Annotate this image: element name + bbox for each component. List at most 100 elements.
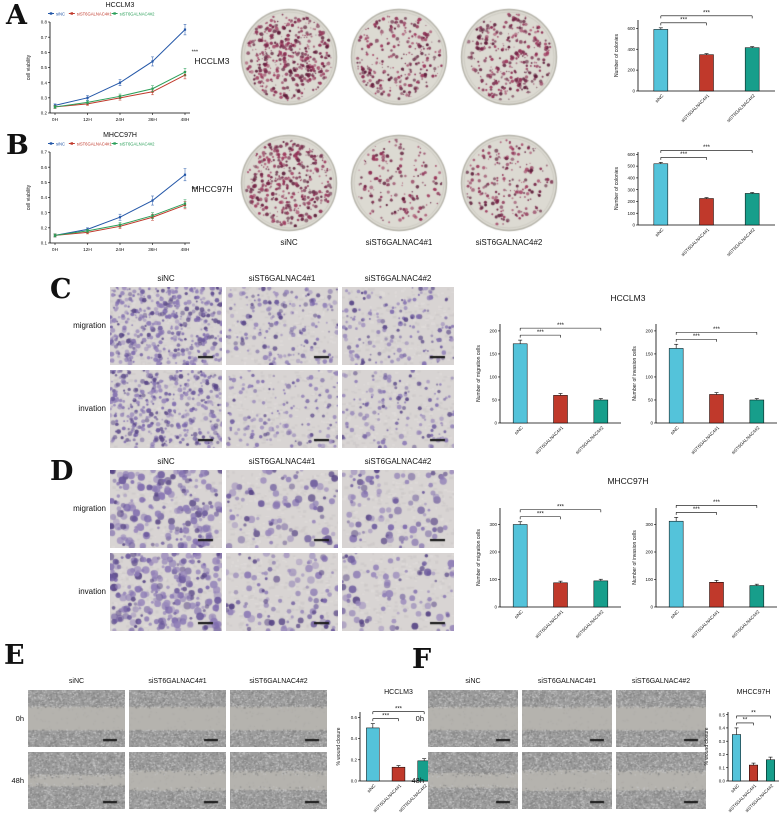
transwell-c-col-si1: siST6GALNAC4#1	[248, 274, 316, 283]
viability-line-chart-mhcc97h: MHCC97H siNC siST6GALNAC4#1 siST6GALNAC4#2 0…	[24, 130, 200, 256]
row-label-0h-e: 0h	[15, 714, 24, 723]
svg-text:Number of colonies: Number of colonies	[614, 33, 620, 77]
wound-e-col-si2: siST6GALNAC4#2	[249, 678, 308, 685]
bar	[699, 54, 714, 92]
svg-text:100: 100	[489, 375, 497, 380]
bar-chart-svg: 0 100 200 300 siNC siST6GALNAC4#1 siST6GALNAC4…	[476, 505, 621, 639]
svg-text:200: 200	[489, 329, 497, 334]
svg-text:0.4: 0.4	[351, 736, 358, 741]
svg-text:0.1: 0.1	[41, 241, 48, 246]
svg-text:300: 300	[645, 522, 653, 527]
svg-text:siST6GALNAC4#2: siST6GALNAC4#2	[574, 609, 604, 639]
svg-text:0.3: 0.3	[41, 210, 48, 215]
group-title-mhcc97h: MHCC97H	[607, 476, 649, 486]
line-chart-svg: MHCC97H siNC siST6GALNAC4#1 siST6GALNAC4#2 0…	[26, 132, 199, 253]
wound-f-col-sinc: siNC	[465, 678, 481, 685]
svg-text:siST6GALNAC4#1: siST6GALNAC4#1	[680, 93, 710, 123]
svg-text:siST6GALNAC4#1: siST6GALNAC4#1	[77, 141, 113, 146]
svg-text:50: 50	[492, 398, 498, 403]
svg-text:siNC: siNC	[513, 425, 524, 436]
svg-text:200: 200	[627, 199, 635, 204]
svg-text:0.8: 0.8	[41, 20, 48, 25]
bar	[668, 520, 684, 608]
svg-text:200: 200	[645, 550, 653, 555]
transwell-image-migration-si2-mhcc97h	[342, 470, 454, 548]
bar-chart-svg: 0 50 100 150 200 siNC siST6GALNAC4#1 siST6GALNA…	[632, 324, 777, 455]
svg-text:Number of migration cells: Number of migration cells	[476, 345, 482, 402]
wound-image-48h-sinc-hcclm3	[28, 752, 125, 809]
svg-text:200: 200	[645, 329, 653, 334]
wound-image-0h-si2-mhcc97h	[616, 690, 706, 747]
wound-image-48h-si2-hcclm3	[230, 752, 327, 809]
row-label-migration-d: migration	[73, 504, 106, 513]
bar	[512, 524, 528, 608]
svg-text:0: 0	[650, 605, 653, 610]
svg-text:***: ***	[382, 713, 390, 719]
svg-text:0H: 0H	[52, 117, 59, 123]
svg-text:Number of colonies: Number of colonies	[614, 166, 620, 210]
svg-text:0.6: 0.6	[41, 165, 48, 170]
row-label-0h-f: 0h	[415, 714, 424, 723]
svg-text:0.7: 0.7	[41, 35, 48, 40]
svg-text:0: 0	[494, 421, 497, 426]
svg-text:***: ***	[680, 18, 688, 24]
svg-text:***: ***	[713, 327, 721, 333]
transwell-image-migration-sinc-hcclm3	[110, 287, 222, 365]
svg-text:0.6: 0.6	[351, 715, 358, 720]
svg-text:Number of invasion cells: Number of invasion cells	[632, 346, 638, 401]
svg-text:***: ***	[192, 187, 199, 193]
svg-text:0.5: 0.5	[719, 712, 726, 717]
line-chart-svg: HCCLM3 siNC siST6GALNAC4#1 siST6GALNAC4#2 0.…	[26, 2, 199, 123]
svg-text:48H: 48H	[181, 117, 190, 123]
svg-text:0: 0	[650, 421, 653, 426]
wound-e-col-si1: siST6GALNAC4#1	[148, 678, 207, 685]
svg-text:siST6GALNAC4#2: siST6GALNAC4#2	[730, 609, 760, 639]
svg-text:cell viability: cell viability	[26, 54, 32, 80]
svg-text:150: 150	[645, 352, 653, 357]
svg-text:Number of migration cells: Number of migration cells	[476, 529, 482, 586]
svg-text:50: 50	[648, 398, 654, 403]
bar-chart-svg: MHCC97H0.00.10.20.30.40.5siNCsiST6GALNAC…	[704, 689, 779, 813]
svg-text:Number of invasion cells: Number of invasion cells	[632, 530, 638, 585]
svg-text:0.5: 0.5	[41, 180, 48, 185]
svg-text:12H: 12H	[83, 117, 92, 123]
colony-col-label-si1: siST6GALNAC4#1	[365, 238, 433, 247]
bar	[749, 399, 765, 424]
svg-text:48H: 48H	[181, 247, 190, 253]
bar	[553, 582, 568, 608]
bar	[744, 47, 760, 92]
wound-f-col-si1: siST6GALNAC4#1	[537, 678, 597, 685]
panel-label-b: B	[6, 130, 29, 161]
svg-text:siST6GALNAC4#2: siST6GALNAC4#2	[726, 227, 756, 257]
row-label-48h-e: 48h	[11, 776, 24, 785]
bar	[391, 766, 406, 782]
svg-text:MHCC97H: MHCC97H	[103, 132, 137, 139]
svg-text:500: 500	[627, 164, 635, 169]
svg-text:12H: 12H	[83, 247, 92, 253]
svg-text:200: 200	[627, 68, 635, 73]
svg-text:***: ***	[713, 500, 721, 506]
svg-text:siNC: siNC	[366, 783, 377, 794]
svg-text:0.0: 0.0	[719, 779, 726, 784]
wound-bar-chart-mhcc97h: MHCC97H 0.0 0.1 0.2 0.3 0.4 0.5 siNC siST6GALNAC…	[702, 686, 784, 816]
wound-image-48h-si1-hcclm3	[129, 752, 226, 809]
svg-text:150: 150	[489, 352, 497, 357]
panel-label-a: A	[6, 0, 27, 31]
group-title-hcclm3: HCCLM3	[610, 293, 646, 303]
bar	[366, 727, 380, 782]
colony-group-label-mhcc97h: MHCC97H	[191, 184, 233, 194]
bar	[593, 580, 609, 608]
colony-plate-mhcc97h-si1	[350, 134, 448, 232]
transwell-d-col-si1: siST6GALNAC4#1	[248, 457, 316, 466]
transwell-image-invasion-sinc-mhcc97h	[110, 553, 222, 631]
svg-text:0: 0	[632, 89, 635, 94]
transwell-d-col-si2: siST6GALNAC4#2	[364, 457, 432, 466]
wound-f-col-si2: siST6GALNAC4#2	[631, 678, 691, 685]
svg-text:siST6GALNAC4#2: siST6GALNAC4#2	[730, 425, 760, 455]
bar-chart-svg: 0 50 100 150 200 siNC siST6GALNAC4#1 siST6GALNA…	[476, 323, 621, 455]
transwell-image-migration-si2-hcclm3	[342, 287, 454, 365]
svg-text:% wound closure: % wound closure	[704, 727, 710, 765]
bar	[653, 29, 669, 92]
svg-text:400: 400	[627, 47, 635, 52]
